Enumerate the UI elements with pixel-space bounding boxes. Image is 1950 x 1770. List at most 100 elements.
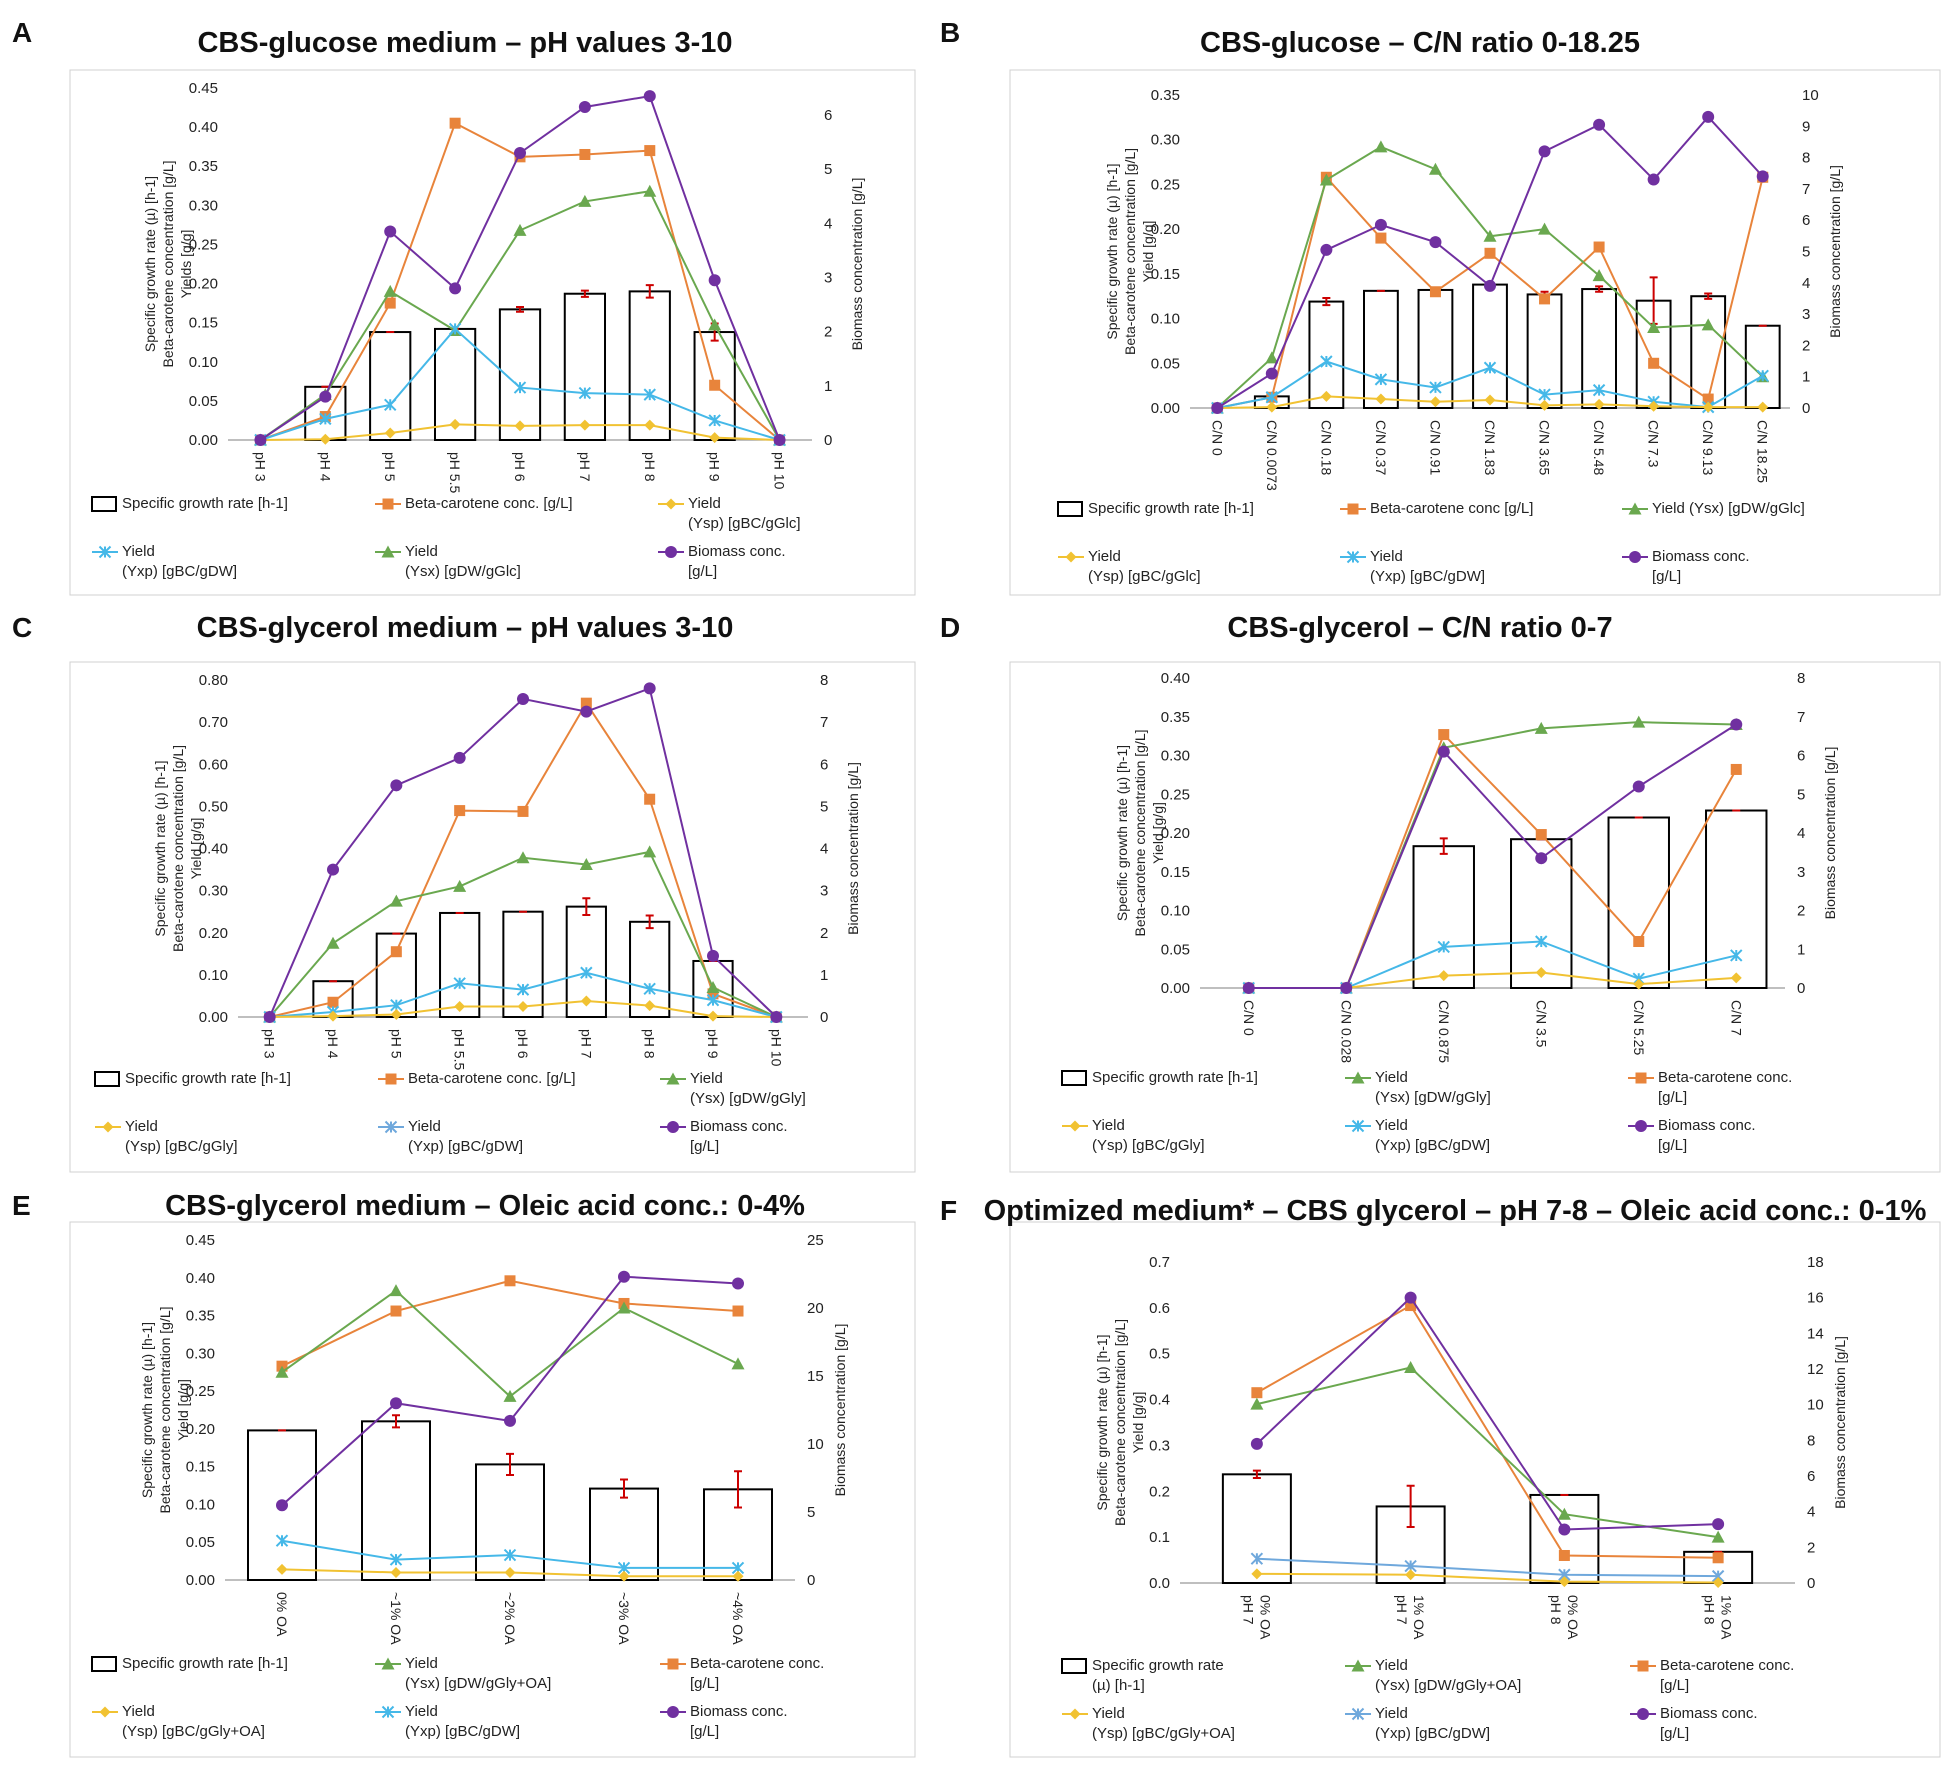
point-yxp — [1429, 381, 1442, 394]
point-ysp — [384, 427, 396, 439]
legend-label: Yield — [1375, 1117, 1408, 1134]
point-ysx — [326, 936, 340, 949]
y-tick-label: 0.30 — [199, 883, 228, 900]
point-ysx — [617, 1301, 631, 1314]
point-biomass — [732, 1277, 744, 1290]
y2-tick-label: 1 — [1802, 369, 1810, 386]
y2-tick-label: 16 — [1807, 1290, 1824, 1307]
legend-label: (Ysp) [gBC/gGly+OA] — [1092, 1725, 1235, 1742]
y2-tick-label: 3 — [1797, 864, 1805, 881]
legend-swatch-bar — [1057, 501, 1083, 517]
point-beta_carotene — [579, 148, 591, 160]
point-ysp — [732, 1570, 744, 1582]
legend-label: (Ysp) [gBC/gGly+OA] — [122, 1723, 265, 1740]
point-biomass — [449, 282, 462, 295]
legend-item-bar: Specific growth rate [h-1] — [1057, 500, 1254, 517]
error-bar — [734, 1470, 742, 1509]
point-ysx — [1428, 162, 1442, 175]
point-biomass — [1404, 1291, 1417, 1304]
point-ysx — [275, 1365, 289, 1378]
chart-title: CBS-glycerol medium – pH values 3-10 — [197, 612, 734, 644]
y2-axis-label-text: Biomass concentration [g/L] — [1832, 1336, 1848, 1509]
bar — [1308, 300, 1345, 409]
legend-label: (Ysp) [gBC/gGly] — [125, 1138, 238, 1155]
x-tick-label: C/N 18.25 — [1755, 420, 1771, 483]
x-tick-label-text: pH 7 — [578, 1029, 594, 1059]
legend-label: (Yxp) [gBC/gDW] — [1375, 1725, 1490, 1742]
legend-label: (Ysx) [gDW/gGly] — [1375, 1089, 1491, 1106]
legend-label: (Yxp) [gBC/gDW] — [1370, 568, 1485, 585]
point-biomass — [390, 779, 403, 792]
y2-tick-label: 2 — [824, 324, 832, 341]
y2-tick-label: 0 — [807, 1572, 815, 1589]
point-biomass — [254, 434, 267, 446]
legend-swatch-bar — [1061, 1658, 1087, 1674]
x-tick-label: pH 4 — [325, 1029, 341, 1059]
legend-item-ysx: Yield (Ysx) [gDW/gGly+OA] — [375, 1655, 551, 1692]
legend-swatch-marker — [1635, 1072, 1647, 1084]
x-tick-label-text: pH 5.5 — [447, 452, 463, 493]
y-axis-label-line: Yields [g/g] — [178, 230, 194, 299]
point-beta_carotene — [390, 946, 402, 958]
point-ysx — [513, 223, 527, 236]
legend-item-yxp: Yield (Yxp) [gBC/gDW] — [378, 1118, 523, 1155]
point-biomass — [580, 705, 593, 718]
y-tick-label: 0.35 — [1161, 709, 1190, 726]
point-biomass — [1712, 1518, 1725, 1531]
y2-tick-label: 1 — [820, 967, 828, 984]
y-tick-label: 0.25 — [1161, 786, 1190, 803]
panel-d: D CBS-glycerol – C/N ratio 0-7 0.00 0.05 0.1… — [940, 612, 1941, 1173]
legend-item-biomass: Biomass conc. [g/L] — [1628, 1117, 1756, 1154]
point-yxp — [1320, 355, 1333, 368]
y-tick-label: 0.10 — [186, 1496, 215, 1513]
legend-label: Specific growth rate [h-1] — [125, 1070, 291, 1087]
x-tick-label-text: ~3% OA — [616, 1592, 632, 1645]
point-biomass — [1340, 982, 1353, 994]
bar — [502, 910, 544, 1018]
y-tick-label: 0.30 — [1151, 132, 1180, 149]
point-biomass — [707, 949, 719, 962]
x-tick-label: pH 5.5 — [447, 452, 463, 493]
y2-axis-label-text: Biomass concentration [g/L] — [1827, 165, 1843, 338]
x-tick-label-text: pH 10 — [772, 452, 788, 490]
legend-label: Yield — [1092, 1705, 1125, 1722]
point-yxp — [516, 983, 530, 996]
x-tick-label: C/N 3.65 — [1537, 420, 1553, 475]
x-tick-label-text: C/N 3.5 — [1533, 1000, 1549, 1048]
x-tick-label: pH 7 — [577, 452, 593, 482]
point-ysx — [579, 858, 593, 871]
error-bar — [645, 914, 654, 930]
point-biomass — [1429, 236, 1442, 249]
legend-item-ysp: Yield (Ysp) [gBC/gGly] — [95, 1118, 238, 1155]
y-tick-label: 0.0 — [1149, 1575, 1170, 1592]
point-beta_carotene — [1405, 1300, 1417, 1312]
point-biomass — [384, 225, 397, 238]
x-tick-label: C/N 0.0073 — [1264, 420, 1280, 491]
x-tick-label: ~3% OA — [616, 1592, 632, 1645]
error-bar — [1406, 1484, 1415, 1529]
x-tick-label: pH 10 — [768, 1029, 784, 1067]
point-biomass — [618, 1270, 630, 1283]
y-axis-label-line: Beta-carotene concentration [g/L] — [1112, 1319, 1128, 1526]
y2-tick-label: 5 — [820, 798, 828, 815]
error-bar — [516, 306, 524, 313]
point-beta_carotene — [384, 297, 396, 309]
x-tick-label-text: pH 6 — [512, 452, 528, 482]
legend-label: (Ysx) [gDW/gGlc] — [405, 563, 521, 580]
point-biomass — [504, 1414, 516, 1427]
legend-label: Beta-carotene conc [g/L] — [1370, 500, 1533, 517]
y2-tick-label: 4 — [820, 841, 828, 858]
y-tick-label: 0.2 — [1149, 1483, 1170, 1500]
y2-tick-label: 20 — [807, 1300, 824, 1317]
point-yxp — [384, 398, 397, 412]
error-bar — [580, 289, 589, 298]
point-ysx — [643, 184, 657, 197]
legend-label: Beta-carotene conc. — [1660, 1657, 1794, 1674]
legend-item-yxp: Yield (Yxp) [gBC/gDW] — [1340, 548, 1485, 585]
point-biomass — [643, 682, 656, 695]
y2-tick-label: 1 — [824, 378, 832, 395]
x-tick-label: C/N 5.48 — [1591, 420, 1607, 475]
legend-swatch-marker — [1351, 1707, 1365, 1721]
point-ysx — [706, 981, 720, 994]
